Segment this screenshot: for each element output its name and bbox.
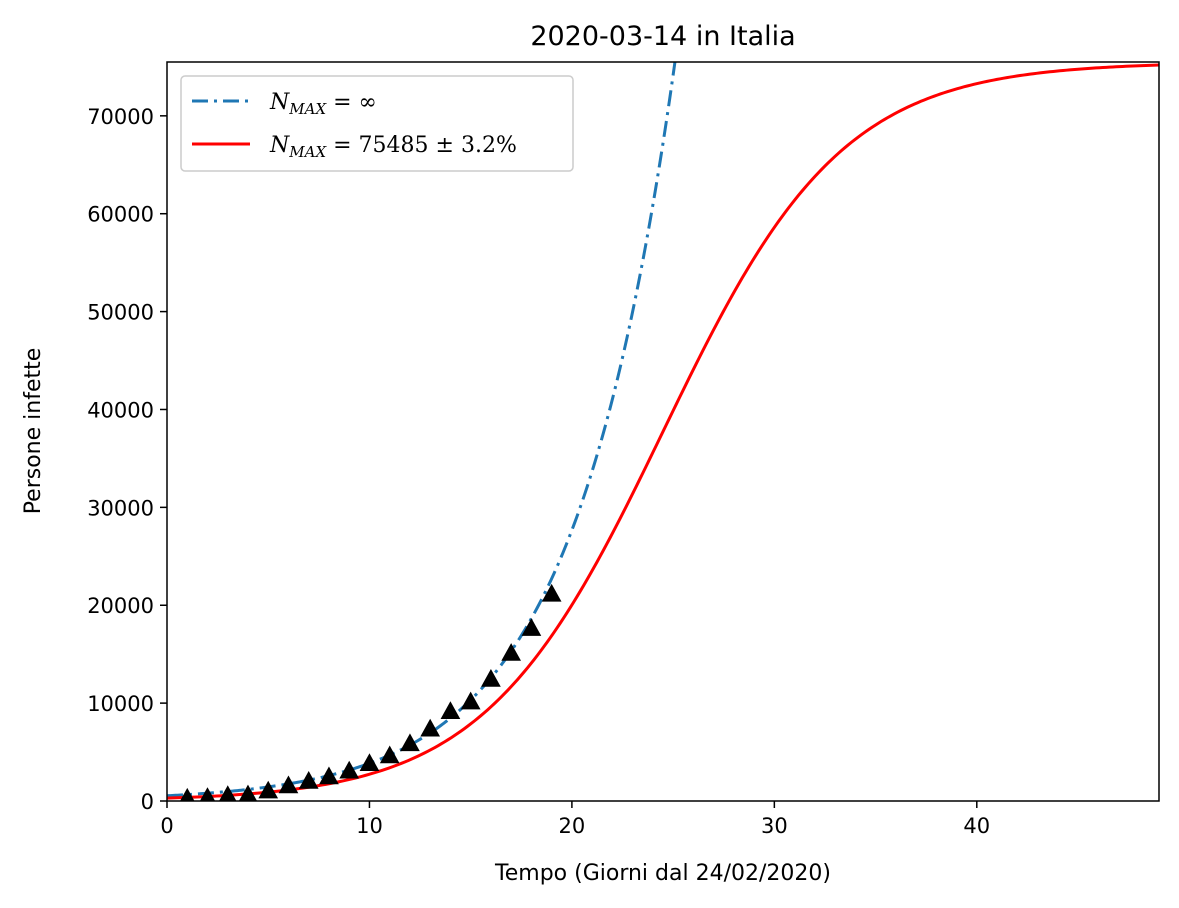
y-tick-label: 60000 [87, 203, 154, 227]
y-axis-label: Persone infette [21, 348, 46, 515]
x-tick-label: 0 [160, 814, 173, 838]
x-tick-label: 40 [963, 814, 990, 838]
legend-label-0: NMAX = ∞ [269, 90, 377, 118]
data-point [420, 718, 441, 737]
data-point [440, 701, 461, 719]
x-tick-label: 20 [559, 814, 586, 838]
data-point [298, 771, 319, 789]
chart-title: 2020-03-14 in Italia [530, 21, 795, 52]
observed-markers [179, 583, 562, 801]
y-tick-label: 10000 [87, 692, 154, 716]
legend-label-sub: MAX [288, 143, 327, 161]
series-line-0 [167, 62, 677, 798]
data-point [481, 669, 501, 687]
legend: NMAX = ∞NMAX = 75485 ± 3.2% [180, 75, 574, 172]
data-point [501, 643, 522, 661]
y-axis: 0 10000 20000 30000 40000 50000 60000 70000 [87, 105, 167, 814]
legend-box [180, 75, 574, 172]
series-line-1 [167, 63, 1159, 800]
data-point [400, 733, 420, 752]
data-point [379, 745, 400, 764]
data-point [258, 780, 279, 799]
data-point [319, 766, 339, 785]
data-point [359, 753, 380, 772]
x-axis: 0 10 20 30 40 [160, 801, 990, 838]
data-point [460, 691, 481, 710]
y-tick-label: 40000 [87, 398, 154, 422]
data-point [219, 785, 237, 801]
data-point [278, 775, 299, 794]
data-point [521, 618, 542, 636]
data-point [339, 760, 360, 779]
data-point [179, 787, 195, 801]
y-tick-label: 70000 [87, 105, 154, 129]
legend-label-main: N [269, 90, 290, 115]
x-axis-label: Tempo (Giorni dal 24/02/2020) [494, 861, 831, 886]
x-tick-label: 30 [761, 814, 788, 838]
plot-area-frame [166, 61, 1160, 802]
legend-label-1: NMAX = 75485 ± 3.2% [269, 133, 517, 161]
data-point [199, 787, 216, 801]
legend-label-rest: = 75485 ± 3.2% [326, 133, 517, 158]
y-tick-label: 50000 [87, 301, 154, 325]
y-tick-label: 0 [141, 790, 154, 814]
legend-label-sub: MAX [288, 100, 327, 118]
data-point [238, 784, 258, 801]
y-tick-label: 30000 [87, 496, 154, 520]
y-tick-label: 20000 [87, 594, 154, 618]
legend-label-rest: = ∞ [326, 90, 377, 115]
data-point [541, 583, 562, 602]
x-tick-label: 10 [356, 814, 383, 838]
legend-label-main: N [269, 133, 290, 158]
